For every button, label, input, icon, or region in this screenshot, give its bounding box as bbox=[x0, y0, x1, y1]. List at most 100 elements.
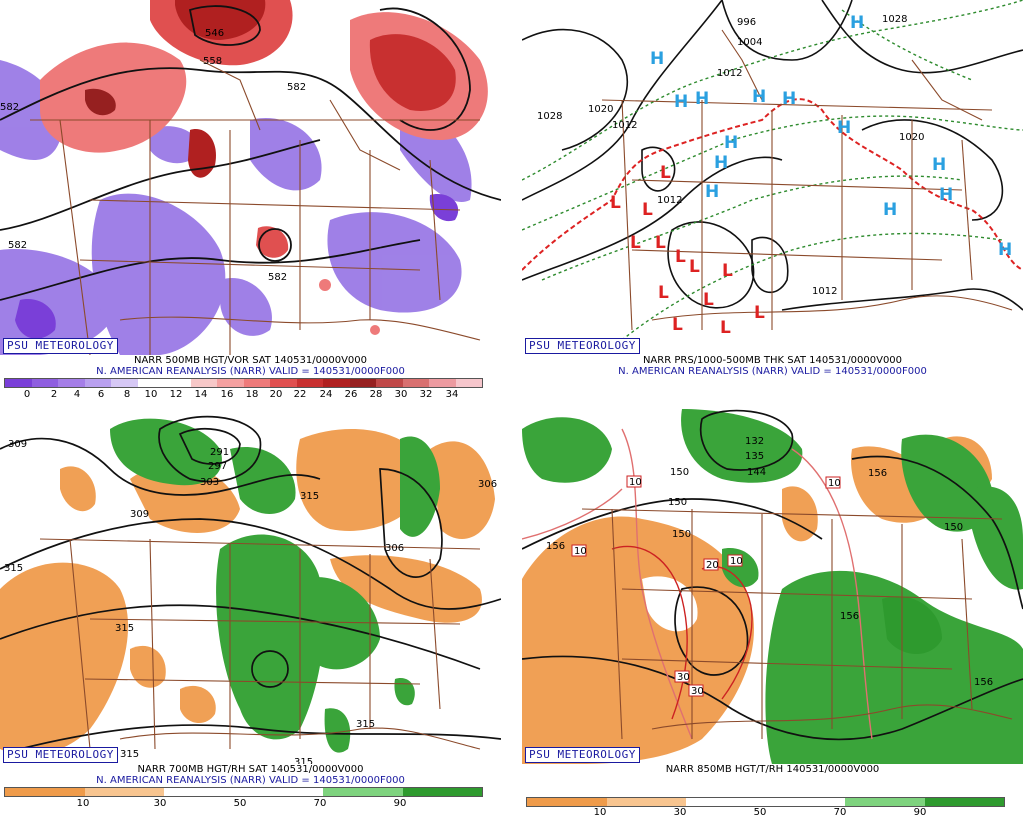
colorbar bbox=[4, 378, 483, 388]
contour-label: 135 bbox=[745, 451, 764, 462]
colorbar-swatch bbox=[765, 798, 845, 806]
colorbar-swatch bbox=[243, 788, 323, 796]
low-pressure-icon: L bbox=[754, 303, 765, 323]
colorbar-tick: 50 bbox=[233, 798, 247, 809]
psu-meteorology-badge: PSU METEOROLOGY bbox=[3, 338, 118, 354]
psu-meteorology-badge: PSU METEOROLOGY bbox=[3, 747, 118, 763]
contour-label: 1028 bbox=[882, 14, 907, 25]
state-boundaries bbox=[30, 59, 481, 355]
contour-label: 156 bbox=[840, 611, 859, 622]
high-pressure-icon: H bbox=[650, 49, 664, 69]
contour-label: 1028 bbox=[537, 111, 562, 122]
colorbar-tick: 16 bbox=[220, 389, 234, 400]
colorbar-tick: 12 bbox=[169, 389, 183, 400]
contour-label: 156 bbox=[546, 541, 565, 552]
low-pressure-icon: L bbox=[630, 233, 641, 253]
low-pressure-icon: L bbox=[672, 315, 683, 335]
map-700mb-rh: 309 291 297 303 309 315 306 315 315 306 … bbox=[0, 409, 501, 764]
contour-label: 582 bbox=[268, 272, 287, 283]
panel-surface-pressure-thickness: 1028 1020 1012 1012 1004 996 1012 1028 1… bbox=[522, 0, 1023, 410]
colorbar-swatch bbox=[270, 379, 297, 387]
contour-label: 1020 bbox=[588, 104, 613, 115]
colorbar-tick: 10 bbox=[144, 389, 158, 400]
colorbar-swatch bbox=[924, 798, 1004, 806]
dry-air-fill bbox=[0, 429, 495, 755]
contour-label: 315 bbox=[356, 719, 375, 730]
high-pressure-icon: H bbox=[705, 182, 719, 202]
contour-label: 132 bbox=[745, 436, 764, 447]
low-pressure-markers: L L L L L L L L L L L L L bbox=[610, 163, 765, 338]
low-pressure-icon: L bbox=[655, 233, 666, 253]
temperature-label: 30 bbox=[677, 672, 690, 683]
colorbar-swatch bbox=[164, 379, 191, 387]
high-pressure-icon: H bbox=[837, 118, 851, 138]
contour-label: 1012 bbox=[717, 68, 742, 79]
temperature-labels: 10 10 10 20 10 30 30 bbox=[571, 475, 841, 697]
contour-label: 297 bbox=[208, 461, 227, 472]
contour-label: 156 bbox=[868, 468, 887, 479]
colorbar-swatch bbox=[527, 798, 607, 806]
contour-label: 315 bbox=[300, 491, 319, 502]
colorbar-swatch bbox=[84, 788, 164, 796]
temperature-label: 10 bbox=[629, 477, 642, 488]
low-pressure-icon: L bbox=[675, 247, 686, 267]
high-pressure-icon: H bbox=[714, 153, 728, 173]
contour-label: 309 bbox=[8, 439, 27, 450]
colorbar-swatch bbox=[58, 379, 85, 387]
panel-700mb-rh: 309 291 297 303 309 315 306 315 315 306 … bbox=[0, 409, 501, 819]
very-moist-air-fill bbox=[882, 596, 942, 654]
isobars bbox=[522, 0, 1023, 311]
colorbar-tick: 18 bbox=[245, 389, 259, 400]
colorbar-swatch bbox=[323, 788, 403, 796]
high-pressure-icon: H bbox=[883, 200, 897, 220]
colorbar-tick: 90 bbox=[913, 807, 927, 818]
contour-label: 1020 bbox=[899, 132, 924, 143]
colorbar-tick: 2 bbox=[50, 389, 58, 400]
temperature-contours-warm bbox=[611, 545, 753, 720]
colorbar-tick: 0 bbox=[23, 389, 31, 400]
colorbar-tick: 4 bbox=[73, 389, 81, 400]
low-pressure-icon: L bbox=[658, 283, 669, 303]
contour-label: 144 bbox=[747, 467, 766, 478]
low-pressure-icon: L bbox=[689, 257, 700, 277]
contour-label: 150 bbox=[672, 529, 691, 540]
chart-title: NARR 700MB HGT/RH SAT 140531/0000V000 bbox=[137, 764, 364, 775]
temperature-label: 20 bbox=[706, 560, 719, 571]
height-contours bbox=[0, 5, 501, 301]
colorbar-swatch bbox=[137, 379, 164, 387]
colorbar-swatch bbox=[376, 379, 403, 387]
colorbar-swatch bbox=[217, 379, 244, 387]
state-boundaries bbox=[601, 29, 1013, 331]
colorbar-swatch bbox=[686, 798, 766, 806]
colorbar-tick: 8 bbox=[123, 389, 131, 400]
colorbar-swatch bbox=[5, 379, 32, 387]
front-line bbox=[522, 98, 1023, 271]
strong-negative-vorticity-fill bbox=[15, 194, 459, 339]
high-pressure-icon: H bbox=[939, 185, 953, 205]
low-pressure-icon: L bbox=[660, 163, 671, 183]
contour-label: 150 bbox=[670, 467, 689, 478]
temperature-contours bbox=[522, 428, 873, 740]
contour-label: 315 bbox=[4, 563, 23, 574]
psu-meteorology-badge: PSU METEOROLOGY bbox=[525, 747, 640, 763]
colorbar-tick: 34 bbox=[445, 389, 459, 400]
high-pressure-icon: H bbox=[850, 13, 864, 33]
colorbar-tick: 30 bbox=[673, 807, 687, 818]
height-contours bbox=[522, 409, 1023, 741]
contour-label: 315 bbox=[294, 757, 313, 764]
state-boundaries bbox=[39, 538, 481, 750]
colorbar-tick: 26 bbox=[344, 389, 358, 400]
colorbar-swatch bbox=[455, 379, 482, 387]
thickness-contours bbox=[522, 0, 1023, 341]
contour-label: 1012 bbox=[657, 195, 682, 206]
high-pressure-icon: H bbox=[724, 133, 738, 153]
colorbar-swatch bbox=[243, 379, 270, 387]
temperature-label: 30 bbox=[691, 686, 704, 697]
contour-label: 996 bbox=[737, 17, 756, 28]
colorbar-swatch bbox=[349, 379, 376, 387]
chart-subtitle: N. AMERICAN REANALYSIS (NARR) VALID = 14… bbox=[96, 366, 405, 377]
high-pressure-icon: H bbox=[782, 89, 796, 109]
colorbar-swatch bbox=[84, 379, 111, 387]
colorbar-tick: 22 bbox=[293, 389, 307, 400]
colorbar-tick: 70 bbox=[313, 798, 327, 809]
